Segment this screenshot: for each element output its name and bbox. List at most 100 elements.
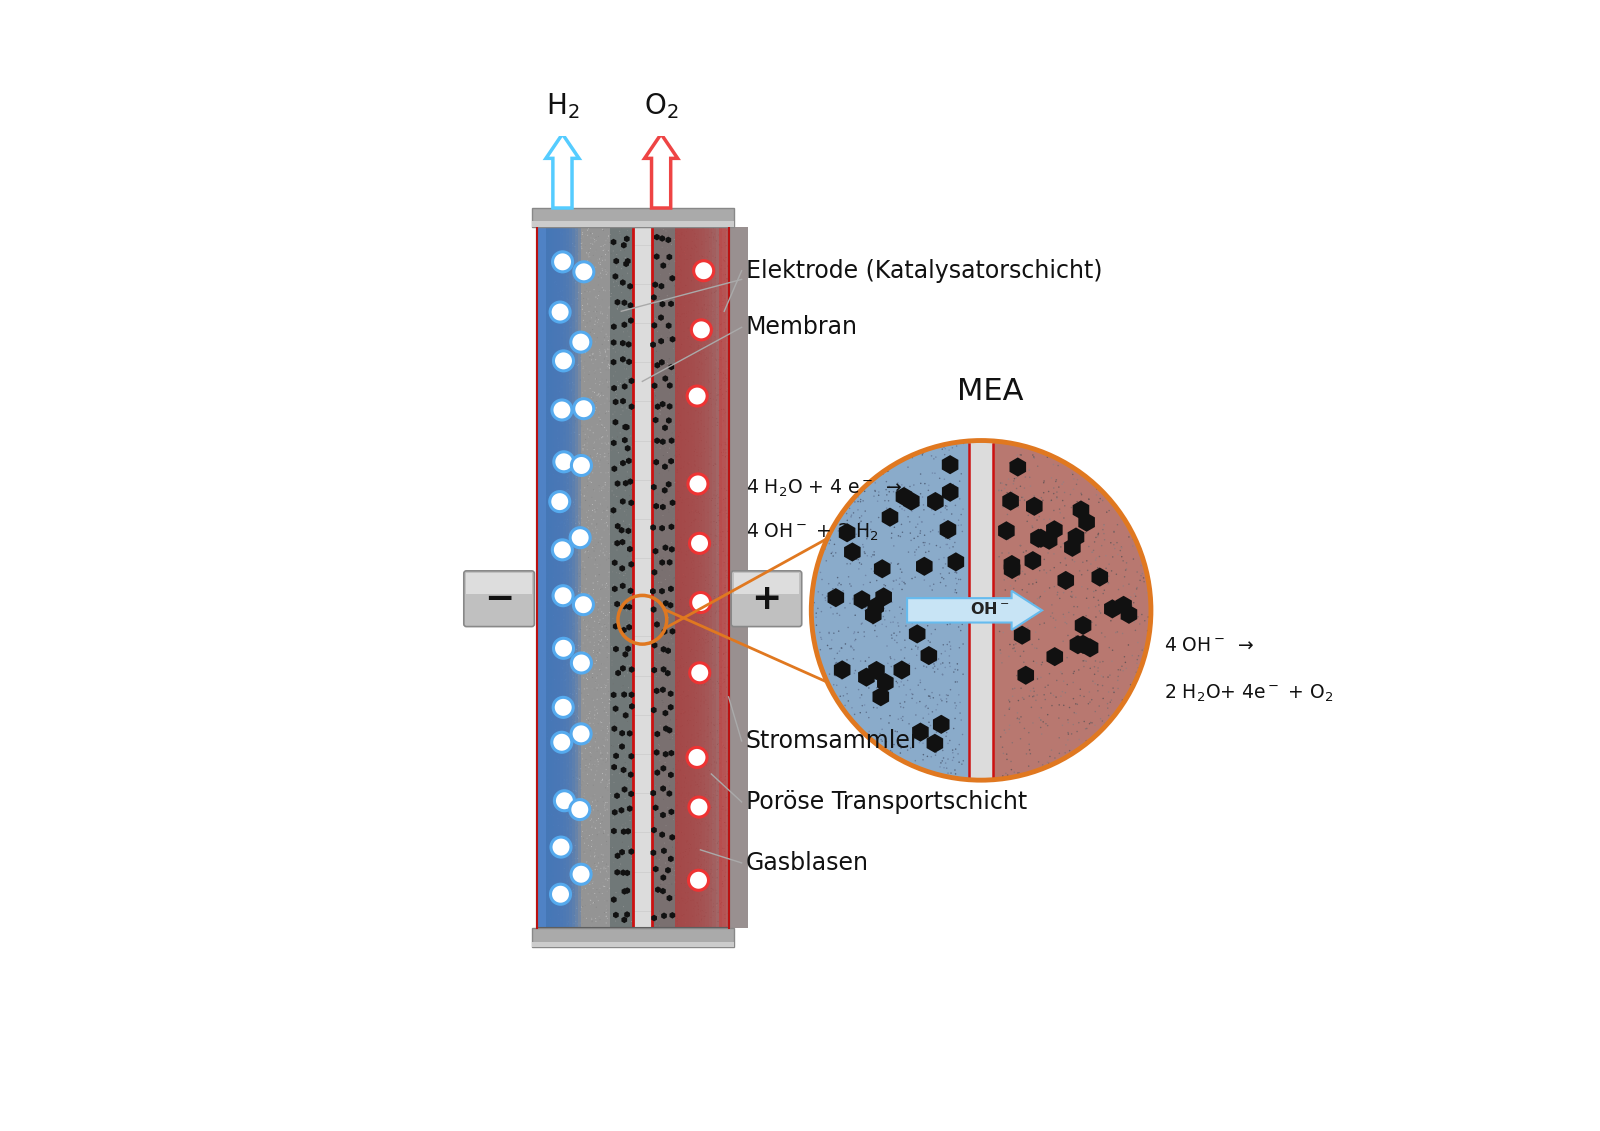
Point xyxy=(710,402,736,420)
Point xyxy=(1042,559,1067,577)
Point xyxy=(643,594,669,612)
Point xyxy=(662,598,688,616)
Point xyxy=(1056,699,1082,717)
Point xyxy=(675,375,701,394)
Point xyxy=(666,592,691,610)
Point xyxy=(590,503,616,521)
Point xyxy=(646,538,672,556)
Point xyxy=(933,535,958,553)
Point xyxy=(677,399,702,417)
Point xyxy=(534,806,560,824)
Point xyxy=(557,725,582,743)
Point xyxy=(605,641,630,659)
Point xyxy=(942,673,968,691)
Point xyxy=(691,874,717,892)
Point xyxy=(672,884,698,903)
Point xyxy=(549,460,574,478)
Point xyxy=(682,292,707,310)
Point xyxy=(680,752,706,770)
Point xyxy=(864,729,890,748)
Point xyxy=(693,267,718,285)
Point xyxy=(566,268,592,286)
Point xyxy=(702,293,728,311)
Point xyxy=(666,646,691,664)
Point xyxy=(590,604,616,622)
Point xyxy=(574,509,600,527)
Point xyxy=(1059,588,1085,606)
Point xyxy=(701,370,726,388)
Point xyxy=(677,503,702,521)
Point xyxy=(682,484,707,502)
Point xyxy=(536,231,562,249)
Point xyxy=(683,377,709,395)
Point xyxy=(563,578,589,596)
Point xyxy=(542,274,568,292)
Point xyxy=(571,305,597,323)
Point xyxy=(570,645,595,663)
Point xyxy=(595,673,621,691)
Point xyxy=(1085,559,1110,577)
Point xyxy=(707,829,733,847)
Point xyxy=(568,448,594,466)
Point xyxy=(550,446,576,464)
Point xyxy=(706,860,731,878)
Point xyxy=(552,671,578,689)
Point xyxy=(910,657,936,675)
Point xyxy=(1011,632,1037,650)
Point xyxy=(574,644,600,662)
Point xyxy=(648,875,674,893)
Point xyxy=(562,808,587,826)
Point xyxy=(586,802,611,820)
Point xyxy=(1002,472,1027,490)
Point xyxy=(677,363,702,381)
Point xyxy=(699,694,725,713)
Point xyxy=(1075,490,1101,508)
Point xyxy=(541,431,566,449)
Point xyxy=(573,236,598,254)
Point xyxy=(650,417,675,435)
Point xyxy=(658,602,683,620)
Point xyxy=(701,408,726,426)
Point xyxy=(595,606,621,624)
Point xyxy=(666,891,691,909)
Point xyxy=(534,864,560,882)
Point xyxy=(827,606,853,624)
Point xyxy=(571,694,597,713)
Point xyxy=(584,668,610,687)
Point xyxy=(672,884,698,903)
Point xyxy=(581,325,606,343)
FancyBboxPatch shape xyxy=(531,208,734,227)
Point xyxy=(536,532,562,550)
Point xyxy=(707,420,733,438)
Point xyxy=(610,388,635,406)
Point xyxy=(698,865,723,883)
Point xyxy=(699,345,725,363)
Point xyxy=(696,875,722,893)
Point xyxy=(1038,607,1064,625)
Point xyxy=(685,240,710,258)
Point xyxy=(939,593,965,611)
Point xyxy=(995,528,1021,546)
Point xyxy=(696,382,722,400)
Point xyxy=(664,771,690,789)
Point xyxy=(1021,653,1046,671)
Point xyxy=(709,677,734,696)
Point xyxy=(528,521,554,539)
Point xyxy=(1131,640,1157,658)
Point xyxy=(576,519,602,537)
Point xyxy=(912,475,938,493)
Point xyxy=(712,440,738,458)
Point xyxy=(576,394,602,412)
Point xyxy=(674,706,699,724)
Circle shape xyxy=(550,302,570,322)
Point xyxy=(997,693,1022,711)
Point xyxy=(613,918,638,936)
Point xyxy=(568,779,594,797)
Point xyxy=(712,460,738,478)
Point xyxy=(890,451,915,469)
Point xyxy=(696,840,722,858)
Point xyxy=(582,756,608,774)
Point xyxy=(558,513,584,532)
Point xyxy=(1054,614,1080,632)
Point xyxy=(677,293,702,311)
